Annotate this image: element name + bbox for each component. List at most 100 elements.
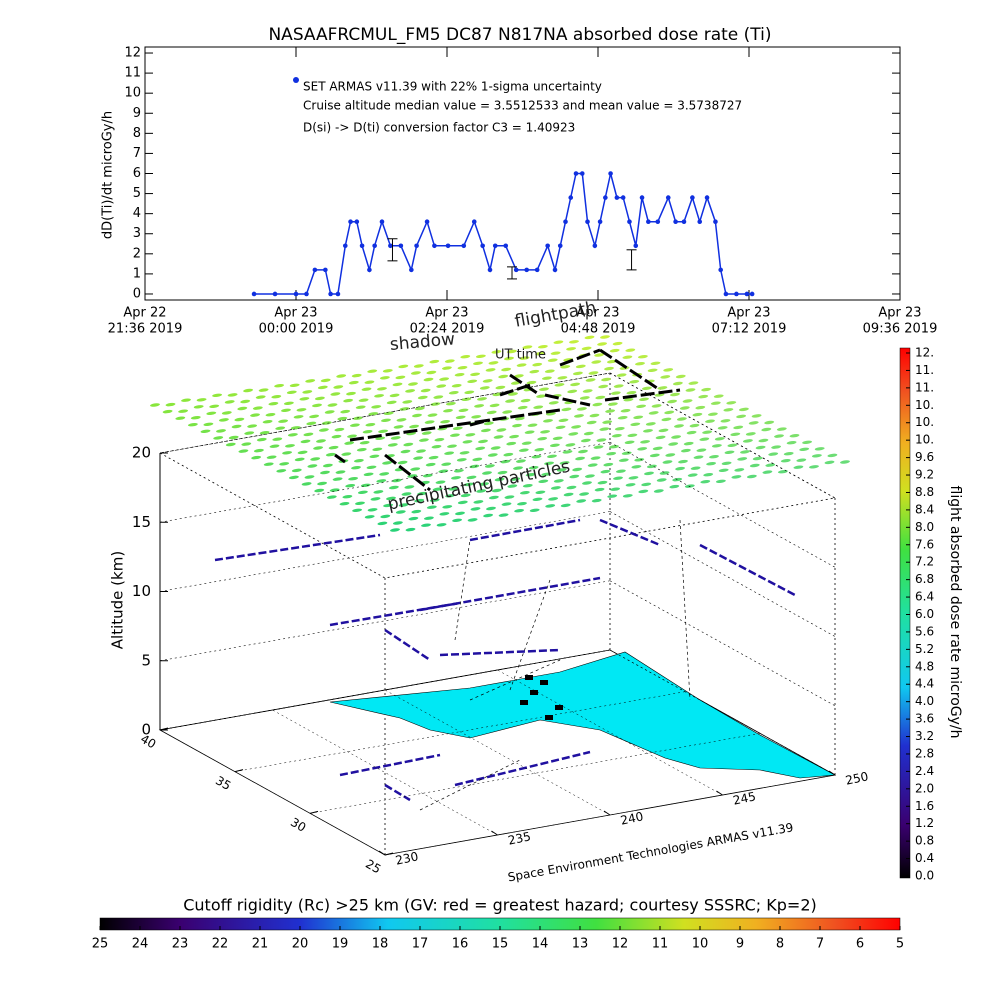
dose-dash: [731, 475, 742, 479]
data-point: [379, 219, 385, 224]
data-point: [545, 243, 550, 249]
top-outline: [158, 372, 837, 579]
dose-dash: [448, 390, 459, 395]
dose-dash: [367, 369, 378, 373]
data-point: [445, 243, 451, 249]
dose-dash: [537, 344, 548, 349]
y-tick-label: 6: [133, 166, 141, 181]
data-point: [293, 291, 299, 297]
dose-dash: [474, 404, 485, 408]
dose-dash: [629, 379, 640, 384]
data-point: [723, 291, 729, 297]
dose-dash: [339, 501, 350, 506]
annotation: Cruise altitude median value = 3.5512533…: [303, 99, 742, 113]
dose-dash: [776, 427, 787, 431]
dose-dash: [545, 504, 556, 508]
dose-dash: [379, 472, 390, 476]
dose-dash: [299, 397, 310, 401]
dose-dash: [571, 425, 582, 429]
colorbar-tick-label: 8: [776, 937, 784, 952]
data-point: [342, 243, 348, 249]
dose-dash: [811, 454, 822, 458]
dose-dash: [777, 469, 788, 474]
dose-dash: [533, 405, 544, 409]
dose-dash: [287, 433, 298, 437]
dose-dash: [330, 392, 341, 396]
dose-dash: [652, 446, 663, 451]
dose-dash: [271, 394, 282, 399]
dose-dash: [360, 483, 371, 488]
dose-dash: [606, 451, 617, 456]
data-point: [359, 243, 365, 249]
dose-dash: [611, 433, 622, 438]
dose-dash: [541, 376, 552, 380]
dose-dash: [709, 454, 719, 459]
dose-dash: [200, 429, 211, 434]
dose-dash: [587, 463, 598, 467]
dose-dash: [738, 407, 749, 412]
colorbar-tick-label: 3.6: [915, 712, 934, 726]
dose-dash: [560, 365, 571, 369]
dose-dash: [307, 464, 318, 468]
y-tick-label: 10: [124, 86, 141, 101]
dose-dash: [576, 499, 587, 503]
dose-dash: [266, 455, 277, 459]
dose-dash: [664, 410, 675, 415]
dose-dash: [840, 460, 850, 464]
dose-dash: [449, 433, 460, 437]
data-point: [718, 267, 723, 273]
dose-dash: [439, 512, 450, 516]
dose-dash: [525, 472, 536, 477]
dose-dash: [687, 473, 698, 477]
data-point: [367, 267, 372, 273]
dose-dash: [658, 428, 669, 433]
colorbar-tick-label: 6.8: [915, 572, 934, 586]
dose-dash: [589, 413, 600, 418]
dose-dash: [486, 410, 497, 415]
dose-dash: [637, 447, 648, 451]
legend-marker: [293, 77, 299, 83]
dose-dash: [377, 387, 387, 391]
dose-dash: [520, 398, 531, 403]
dose-dash: [412, 413, 422, 418]
dose-dash: [707, 412, 718, 416]
y-tick-label: 35: [213, 773, 233, 793]
drop-line: [419, 759, 521, 811]
dose-dash: [501, 502, 512, 506]
dose-dash: [404, 485, 415, 489]
drop-line: [509, 579, 551, 691]
data-point: [573, 171, 579, 176]
dose-dash: [721, 461, 732, 466]
dose-dash: [397, 460, 408, 465]
dose-dash: [293, 415, 304, 419]
dose-dash: [209, 404, 220, 409]
dose-dash: [439, 377, 450, 381]
dose-dash: [337, 416, 348, 421]
colorbar-tick-label: 11.: [915, 380, 934, 394]
dose-dash: [251, 455, 262, 460]
dose-dash: [581, 346, 592, 351]
dose-dash: [466, 475, 477, 480]
dose-dash: [362, 429, 373, 434]
dose-dash: [626, 390, 637, 395]
cutoff-spot: [530, 690, 538, 695]
dose-dash: [695, 405, 706, 410]
dose-dash: [353, 458, 364, 463]
dose-dash: [531, 454, 542, 459]
dose-dash: [421, 431, 432, 435]
dose-dash: [320, 378, 331, 383]
dose-dash: [655, 435, 666, 440]
dose-dash: [329, 488, 340, 492]
dose-dash: [325, 452, 336, 457]
dose-dash: [457, 500, 468, 505]
dose-dash: [212, 393, 223, 398]
dose-dash: [279, 462, 290, 466]
dose-dash: [368, 412, 379, 416]
x-tick-label: Apr 23: [576, 306, 619, 321]
dose-dash: [255, 395, 266, 399]
colorbar-tick-label: 0.0: [915, 869, 934, 883]
colorbar-tick-label: 8.4: [915, 502, 934, 516]
dose-dash: [422, 473, 433, 478]
chart-title: NASAAFRCMUL_FM5 DC87 N817NA absorbed dos…: [268, 25, 771, 45]
